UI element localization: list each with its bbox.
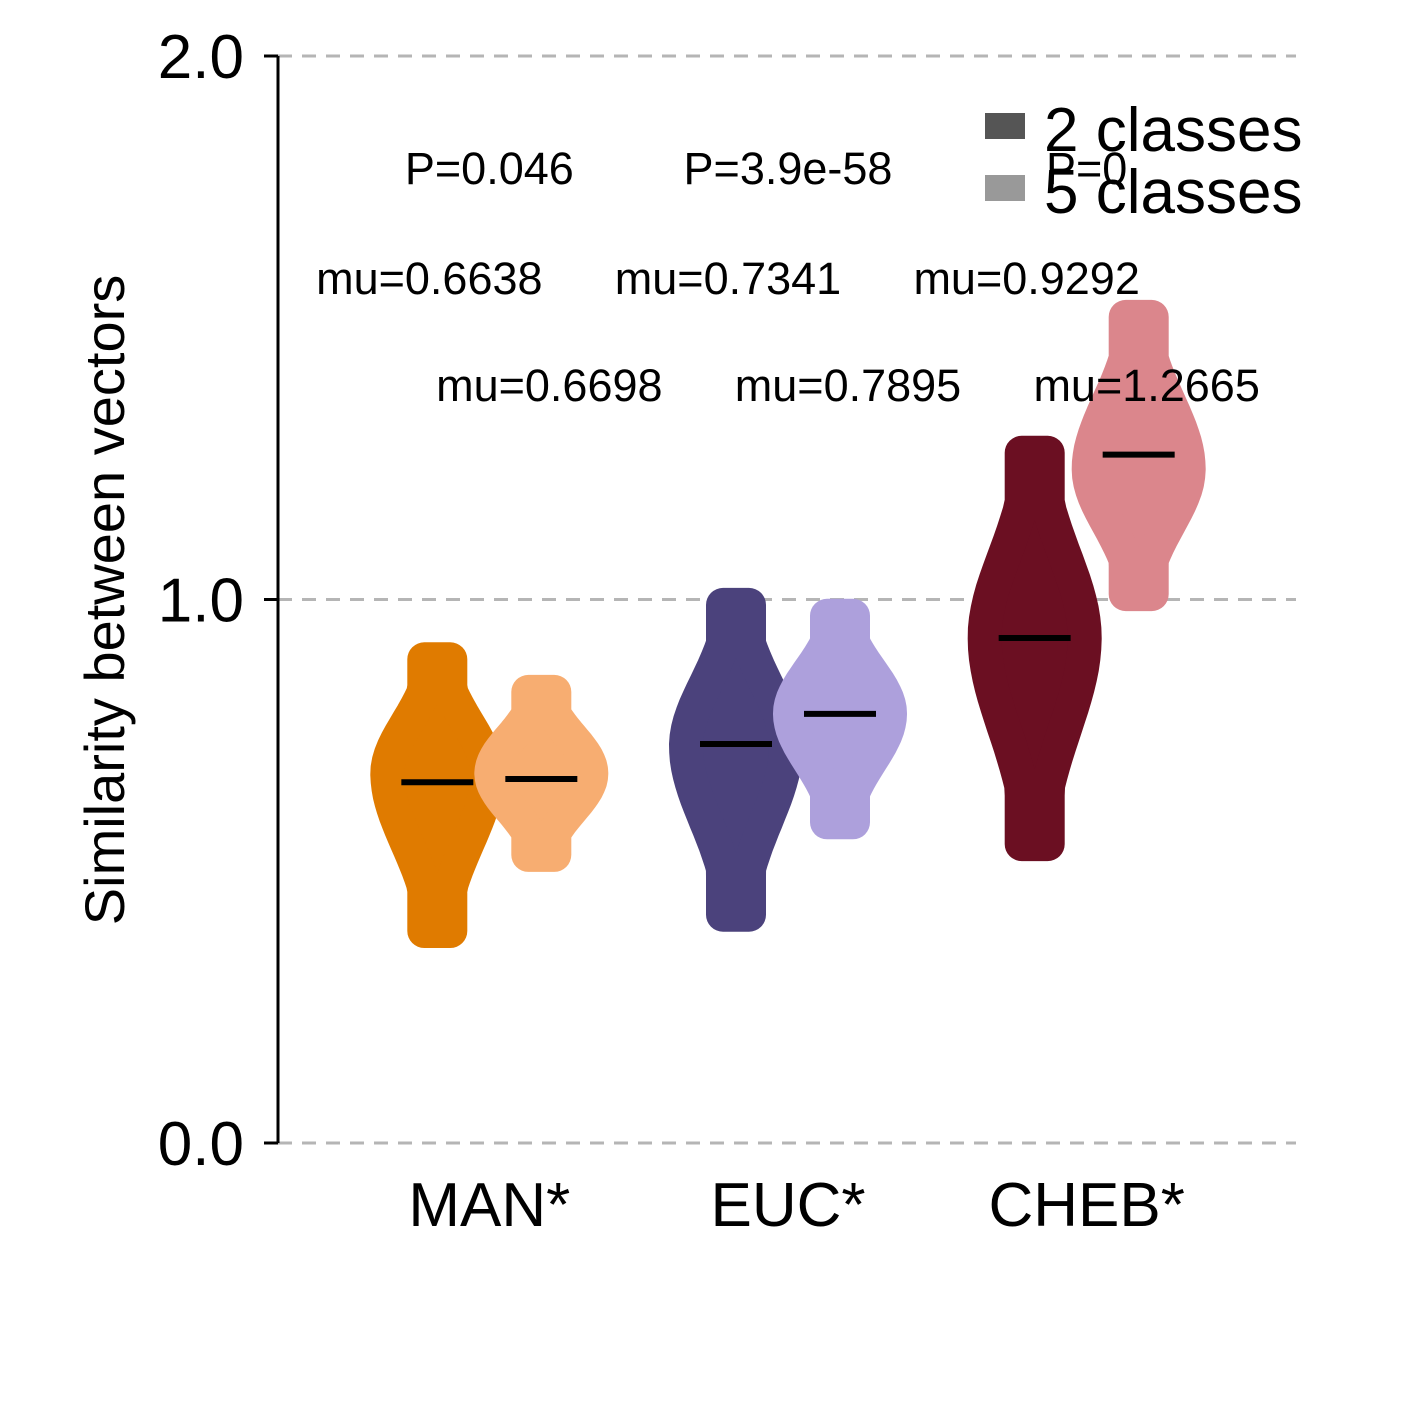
y-tick-label: 1.0 bbox=[158, 567, 244, 636]
x-category-label: EUC* bbox=[710, 1171, 865, 1240]
pvalue-label: P=0.046 bbox=[405, 143, 574, 194]
violin-0-2 bbox=[967, 435, 1102, 862]
mean-label: mu=0.7341 bbox=[615, 253, 841, 304]
mean-label: mu=0.7895 bbox=[735, 360, 961, 411]
legend-swatch bbox=[985, 175, 1025, 201]
mean-label: mu=0.6638 bbox=[316, 253, 542, 304]
mean-label: mu=0.9292 bbox=[913, 253, 1139, 304]
mean-label: mu=0.6698 bbox=[436, 360, 662, 411]
violin-1-1 bbox=[773, 598, 907, 840]
legend-swatch bbox=[985, 113, 1025, 139]
violin-0-1 bbox=[669, 587, 803, 932]
mean-label: mu=1.2665 bbox=[1033, 360, 1259, 411]
violin-0-0 bbox=[370, 642, 505, 948]
legend-label: 5 classes bbox=[1044, 158, 1302, 227]
violin-1-0 bbox=[474, 674, 609, 872]
pvalue-label: P=3.9e-58 bbox=[684, 143, 893, 194]
y-tick-label: 2.0 bbox=[158, 23, 244, 92]
x-category-label: CHEB* bbox=[988, 1171, 1184, 1240]
legend-label: 2 classes bbox=[1044, 96, 1302, 165]
y-axis-title: Similarity between vectors bbox=[73, 275, 136, 925]
y-tick-label: 0.0 bbox=[158, 1110, 244, 1179]
pvalue-label: P=0 bbox=[1046, 143, 1127, 194]
x-category-label: MAN* bbox=[408, 1171, 570, 1240]
